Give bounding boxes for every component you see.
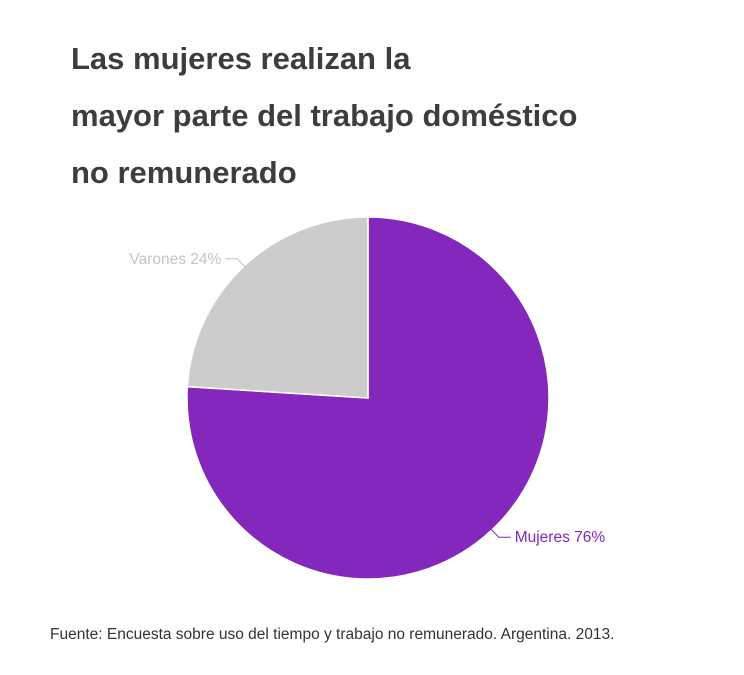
chart-source: Fuente: Encuesta sobre uso del tiempo y …: [50, 626, 615, 643]
chart-title-line: mayor parte del trabajo doméstico: [71, 98, 578, 133]
chart-title: Las mujeres realizan la mayor parte del …: [71, 30, 711, 201]
pie-label-line-0: [490, 528, 511, 538]
pie-label-line-1: [225, 258, 246, 268]
pie-label-0: Mujeres 76%: [515, 529, 606, 546]
pie-slice-1: [186, 216, 369, 399]
chart-title-line: Las mujeres realizan la: [71, 41, 411, 76]
chart-title-line: no remunerado: [71, 155, 297, 190]
pie-label-1: Varones 24%: [129, 251, 221, 268]
